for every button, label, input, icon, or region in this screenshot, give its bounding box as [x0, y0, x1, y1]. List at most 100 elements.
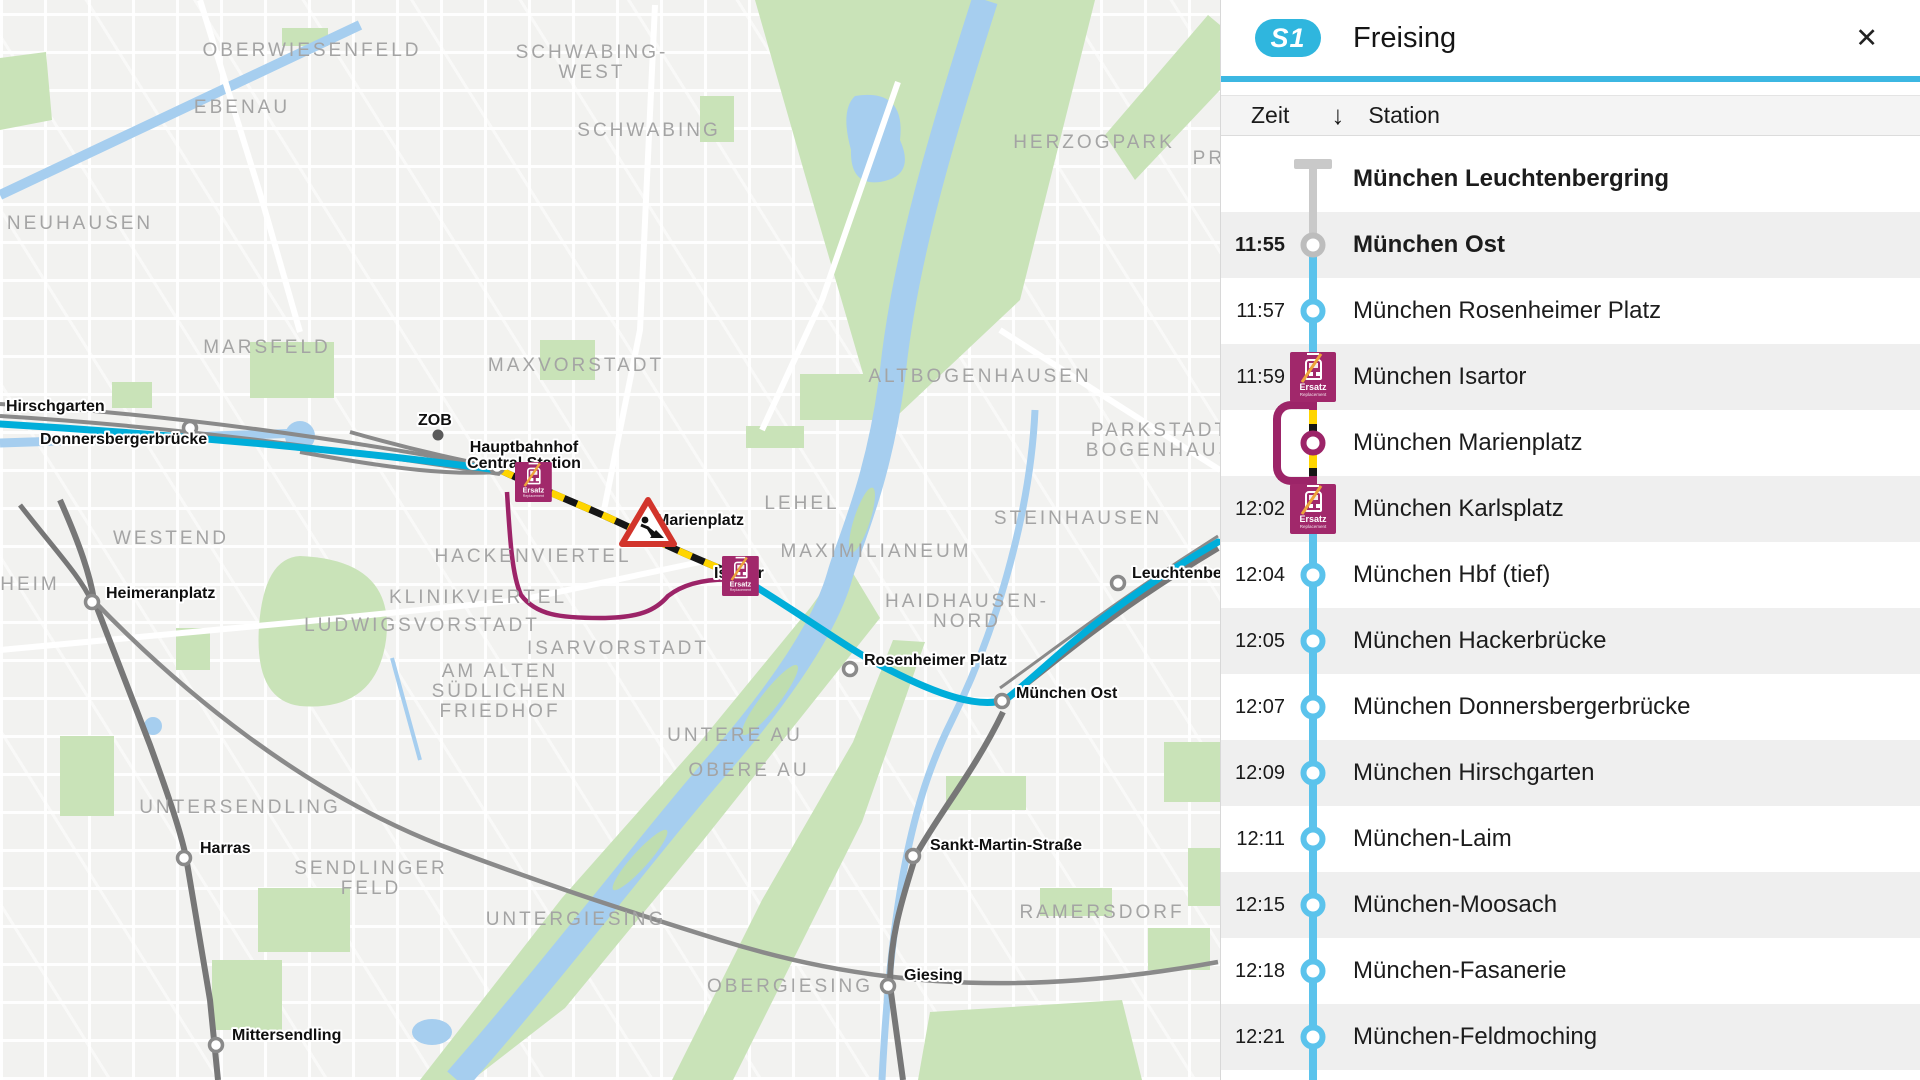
close-icon[interactable]: ✕: [1855, 22, 1878, 53]
departure-time: 12:15: [1235, 893, 1286, 916]
district-label: SCHWABING-WEST: [516, 42, 669, 83]
map-station-marker-icon[interactable]: [488, 458, 506, 476]
station-marker-icon: [1300, 298, 1326, 324]
ersatz-badge-isartor[interactable]: Ersatz Replacement: [722, 556, 759, 596]
map-station-label[interactable]: Marienplatz: [654, 510, 746, 531]
station-markers: [83, 419, 1127, 1054]
map-station-marker-icon[interactable]: [207, 1036, 225, 1054]
departure-time: 12:11: [1236, 827, 1285, 850]
map-station-label[interactable]: München Ost: [1014, 683, 1120, 704]
station-row[interactable]: Ersatz Replacement München Marienplatz: [1221, 401, 1920, 485]
station-row[interactable]: 12:11 Ersatz Replacement München-Laim: [1221, 806, 1920, 872]
district-label: UNTERE AU: [667, 725, 803, 746]
departure-time: 11:57: [1236, 299, 1285, 322]
time-column-label: Zeit: [1251, 102, 1290, 128]
station-marker-icon: [1300, 430, 1326, 456]
timeline-cell: Ersatz Replacement: [1285, 608, 1341, 674]
sbahn-route-line: [0, 420, 1220, 706]
station-row[interactable]: 12:02 Ersatz Replacement München Karlspl…: [1221, 476, 1920, 542]
map-station-label[interactable]: Harras: [198, 838, 253, 859]
detour-loop-icon: [1273, 401, 1313, 485]
station-marker-icon: [1300, 628, 1326, 654]
station-name: München Marienplatz: [1353, 429, 1583, 456]
map-station-label[interactable]: Sankt-Martin-Straße: [928, 835, 1084, 856]
column-header: Zeit ↓ Station: [1221, 95, 1920, 136]
ersatz-badge-hauptbahnhof[interactable]: Ersatz Replacement: [515, 462, 552, 502]
district-label: MAXVORSTADT: [488, 355, 664, 376]
ersatz-label: Ersatz: [1299, 382, 1327, 392]
station-marker-icon: [1300, 232, 1326, 258]
district-label: PRI: [1193, 148, 1220, 169]
station-row[interactable]: 11:57 Ersatz Replacement München Rosenhe…: [1221, 278, 1920, 344]
district-label: ISARVORSTADT: [527, 638, 709, 659]
timeline-cell: Ersatz Replacement: [1285, 542, 1341, 608]
map-station-marker-icon[interactable]: [175, 849, 193, 867]
departure-time: 12:09: [1235, 761, 1286, 784]
timeline-cell: Ersatz Replacement: [1285, 1004, 1341, 1070]
replacement-label: Replacement: [522, 494, 544, 498]
district-label: LUDWIGSVORSTADT: [304, 615, 540, 636]
map-station-label[interactable]: Giesing: [902, 965, 965, 986]
map-station-dot-icon[interactable]: [432, 429, 444, 441]
station-row[interactable]: 12:04 Ersatz Replacement München Hbf (ti…: [1221, 542, 1920, 608]
station-name: München-Laim: [1353, 825, 1512, 852]
station-row[interactable]: 12:09 Ersatz Replacement München Hirschg…: [1221, 740, 1920, 806]
map-station-marker-icon[interactable]: [841, 660, 859, 678]
district-label: MARSFELD: [203, 337, 330, 358]
map-station-marker-icon[interactable]: [904, 847, 922, 865]
station-marker-icon: [1300, 1024, 1326, 1050]
map-station-label[interactable]: Mittersendling: [230, 1025, 343, 1046]
map-station-label[interactable]: Heimeranplatz: [104, 583, 217, 604]
station-row[interactable]: 12:18 Ersatz Replacement München-Fasaner…: [1221, 938, 1920, 1004]
map-station-marker-icon[interactable]: [83, 593, 101, 611]
map-station-label[interactable]: Leuchtenbergring: [1130, 563, 1220, 584]
district-label: OBERGIESING: [707, 976, 873, 997]
station-row[interactable]: 11:59 Ersatz Replacement München Isartor: [1221, 344, 1920, 410]
station-column-label: Station: [1368, 102, 1440, 128]
district-label: SCHWABING: [577, 120, 720, 141]
line-color-divider: [1221, 76, 1920, 82]
station-marker-icon: [1300, 958, 1326, 984]
district-label: STEINHAUSEN: [994, 508, 1162, 529]
departure-time: 12:21: [1235, 1025, 1286, 1048]
panel-header: S1 Freising ✕: [1221, 0, 1920, 76]
departure-time: 12:18: [1235, 959, 1286, 982]
station-row[interactable]: 12:15 Ersatz Replacement München-Moosach: [1221, 872, 1920, 938]
city-map[interactable]: OBERWIESENFELD EBENAU NEUHAUSEN SCHWABING-W…: [0, 0, 1220, 1080]
trip-details-panel: S1 Freising ✕ Zeit ↓ Station Ersatz Repl…: [1220, 0, 1920, 1080]
map-station-marker-icon[interactable]: [879, 977, 897, 995]
map-station-marker-icon[interactable]: [1109, 574, 1127, 592]
district-label: AM ALTEN SÜDLICHEN FRIEDHOF: [432, 661, 569, 722]
map-station-label[interactable]: ZOB: [416, 410, 454, 431]
ersatz-badge-icon: Ersatz Replacement: [1290, 484, 1336, 534]
map-station-label[interactable]: Rosenheimer Platz: [862, 650, 1009, 671]
district-label: HAIDHAUSEN-NORD: [885, 591, 1049, 632]
ersatz-label: Ersatz: [1299, 514, 1327, 524]
map-station-marker-icon[interactable]: [993, 692, 1011, 710]
map-station-marker-icon[interactable]: [181, 419, 199, 437]
replacement-route-line: [504, 491, 741, 621]
timeline-cell: Ersatz Replacement: [1285, 674, 1341, 740]
station-marker-icon: [1300, 892, 1326, 918]
sort-down-icon[interactable]: ↓: [1331, 100, 1345, 130]
district-label: KLINIKVIERTEL: [389, 587, 567, 608]
district-label: NEUHAUSEN: [7, 213, 153, 234]
station-row[interactable]: Ersatz Replacement München Leuchtenbergr…: [1221, 146, 1920, 212]
district-label: UNTERGIESING: [486, 909, 667, 930]
map-station-label[interactable]: Donnersbergerbrücke: [38, 429, 209, 450]
construction-warning-icon[interactable]: [616, 494, 680, 552]
timeline-cell: Ersatz Replacement: [1285, 278, 1341, 344]
ersatz-badge-icon: Ersatz Replacement: [1290, 352, 1336, 402]
district-label: ALTBOGENHAUSEN: [868, 366, 1091, 387]
station-row[interactable]: 12:21 Ersatz Replacement München-Feldmoc…: [1221, 1004, 1920, 1070]
station-row[interactable]: 12:05 Ersatz Replacement München Hackerb…: [1221, 608, 1920, 674]
district-label: RAMERSDORF: [1019, 902, 1184, 923]
timeline-cell: Ersatz Replacement: [1285, 212, 1341, 278]
station-name: München-Fasanerie: [1353, 957, 1567, 984]
timeline-cell: Ersatz Replacement: [1285, 476, 1341, 542]
map-station-label[interactable]: Hirschgarten: [4, 396, 107, 417]
station-name: München-Moosach: [1353, 891, 1558, 918]
station-row[interactable]: 12:07 Ersatz Replacement München Donners…: [1221, 674, 1920, 740]
station-row[interactable]: 11:55 Ersatz Replacement München Ost: [1221, 212, 1920, 278]
